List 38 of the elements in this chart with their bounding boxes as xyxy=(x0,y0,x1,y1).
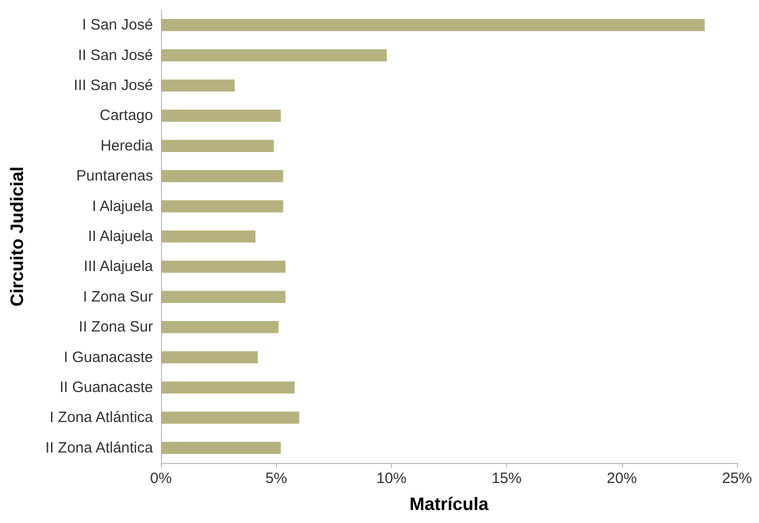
bar xyxy=(161,412,300,424)
bar xyxy=(161,200,284,212)
y-tick-label: II Zona Sur xyxy=(78,318,154,336)
bar xyxy=(161,442,281,454)
x-tick-label: 5% xyxy=(265,470,288,487)
x-tick-label: 20% xyxy=(606,470,637,487)
bar xyxy=(161,79,235,92)
y-tick-label: I Guanacaste xyxy=(64,348,153,366)
y-tick-label: III San José xyxy=(74,77,153,94)
bar xyxy=(161,19,705,32)
y-tick-label: II Zona Atlántica xyxy=(45,439,154,456)
bar xyxy=(161,110,281,122)
bar xyxy=(161,321,279,334)
y-tick-label: II Alajuela xyxy=(88,228,154,245)
bar xyxy=(161,140,274,152)
y-tick-label: Puntarenas xyxy=(76,168,153,185)
x-tick-label: 10% xyxy=(376,470,406,487)
y-tick-label: I Zona Atlántica xyxy=(50,409,154,426)
y-tick-label: III Alajuela xyxy=(84,258,154,276)
bar xyxy=(161,230,256,243)
y-tick-label: Cartago xyxy=(100,107,153,124)
x-tick-label: 15% xyxy=(492,470,522,487)
bar xyxy=(161,351,258,364)
y-tick-label: Heredia xyxy=(100,137,154,154)
bar xyxy=(161,49,387,62)
bar xyxy=(161,381,295,394)
y-tick-label: I Alajuela xyxy=(92,198,154,215)
x-tick-label: 25% xyxy=(722,470,752,487)
bar xyxy=(161,170,284,182)
y-tick-label: II San José xyxy=(78,46,153,64)
x-tick-label: 0% xyxy=(150,470,172,487)
y-tick-label: I San José xyxy=(82,16,153,34)
y-axis-title: Circuito Judicial xyxy=(7,166,27,307)
x-axis-title: Matrícula xyxy=(409,494,490,514)
y-tick-label: II Guanacaste xyxy=(60,379,153,396)
bar xyxy=(161,260,286,273)
bar xyxy=(161,290,286,303)
y-tick-label: I Zona Sur xyxy=(82,288,153,306)
